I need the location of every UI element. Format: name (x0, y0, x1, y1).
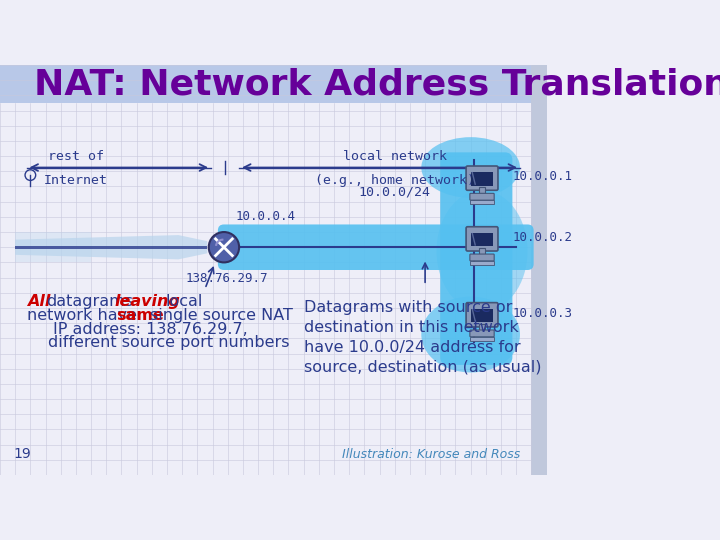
Text: leaving: leaving (114, 294, 181, 309)
FancyBboxPatch shape (470, 254, 494, 261)
Text: 10.0.0.1: 10.0.0.1 (513, 170, 572, 183)
Bar (479, 187, 485, 195)
Bar (471, 309, 493, 322)
FancyBboxPatch shape (466, 227, 498, 251)
Bar (470, 261, 494, 265)
Text: 10.0.0.3: 10.0.0.3 (513, 307, 572, 320)
Text: (e.g., home network): (e.g., home network) (315, 174, 474, 187)
FancyBboxPatch shape (218, 225, 534, 270)
Text: 138.76.29.7: 138.76.29.7 (186, 272, 269, 285)
Bar (0, 65, 546, 103)
Text: IP address: 138.76.29.7,: IP address: 138.76.29.7, (53, 322, 248, 337)
Bar (479, 248, 485, 255)
Text: network have: network have (27, 308, 137, 323)
Circle shape (209, 232, 239, 262)
Text: 10.0.0/24: 10.0.0/24 (359, 186, 431, 199)
Text: 10.0.0.4: 10.0.0.4 (235, 210, 295, 223)
Text: 19: 19 (14, 447, 32, 461)
Text: single source NAT: single source NAT (150, 308, 292, 323)
FancyBboxPatch shape (470, 193, 494, 200)
Polygon shape (15, 246, 207, 249)
Text: Datagrams with source or
destination in this network
have 10.0.0/24 address for
: Datagrams with source or destination in … (304, 300, 541, 375)
Text: datagrams: datagrams (46, 294, 133, 309)
Ellipse shape (421, 137, 520, 198)
Bar (531, 65, 546, 475)
Polygon shape (15, 232, 91, 262)
FancyBboxPatch shape (466, 302, 498, 327)
Text: 10.0.0.2: 10.0.0.2 (513, 231, 572, 244)
Bar (470, 200, 494, 204)
Text: local: local (166, 294, 203, 309)
Bar (470, 337, 494, 341)
FancyBboxPatch shape (440, 152, 513, 365)
Text: same: same (116, 308, 164, 323)
Text: different source port numbers: different source port numbers (48, 335, 289, 350)
Text: Internet: Internet (44, 174, 108, 187)
FancyBboxPatch shape (466, 166, 498, 190)
FancyBboxPatch shape (470, 330, 494, 337)
Text: NAT: Network Address Translation: NAT: Network Address Translation (34, 67, 720, 101)
Polygon shape (15, 235, 207, 259)
Ellipse shape (436, 190, 528, 312)
Bar (479, 324, 485, 332)
Text: Illustration: Kurose and Ross: Illustration: Kurose and Ross (342, 448, 520, 461)
Bar (471, 172, 493, 186)
Text: local network: local network (343, 150, 446, 163)
Text: All: All (27, 294, 50, 309)
Text: rest of: rest of (48, 150, 104, 163)
Ellipse shape (421, 296, 520, 373)
Bar (471, 233, 493, 246)
